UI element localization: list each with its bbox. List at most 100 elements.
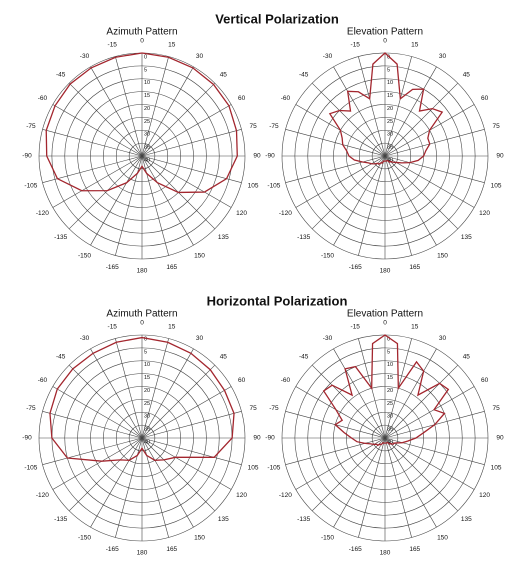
grid-spoke	[384, 155, 412, 256]
radial-label: 40	[387, 157, 393, 163]
angle-label: -135	[54, 516, 67, 523]
grid-spoke	[42, 129, 143, 157]
angle-label: -105	[24, 182, 37, 189]
angle-label: -150	[321, 534, 334, 541]
angle-label: 60	[481, 377, 489, 384]
grid-spoke	[384, 56, 412, 157]
angle-label: -90	[22, 153, 32, 160]
angle-label: -15	[351, 324, 361, 331]
grid-spoke	[384, 437, 437, 528]
angle-label: -30	[323, 335, 333, 342]
angle-label: -45	[56, 353, 66, 360]
angle-label: 105	[248, 182, 259, 189]
angle-label: 30	[439, 335, 447, 342]
grid-spoke	[384, 155, 475, 208]
grid-spoke	[141, 155, 194, 246]
grid-spoke	[90, 437, 143, 528]
angle-label: 90	[496, 153, 504, 160]
grid-spoke	[68, 437, 143, 512]
angle-label: -60	[281, 95, 291, 102]
angle-label: -135	[54, 234, 67, 241]
radial-label: 35	[144, 427, 150, 433]
angle-label: -90	[265, 153, 275, 160]
grid-spoke	[141, 348, 194, 439]
radial-label: 10	[144, 362, 150, 368]
radial-label: 0	[387, 54, 390, 60]
angle-label: 90	[253, 153, 261, 160]
grid-spoke	[68, 155, 143, 230]
chart-title: Elevation Pattern	[347, 27, 423, 38]
angle-label: 165	[166, 264, 177, 271]
grid-spoke	[141, 437, 242, 465]
angle-label: 180	[137, 268, 148, 275]
angle-label: -165	[106, 264, 119, 271]
grid-spoke	[141, 411, 242, 439]
angle-label: 15	[168, 42, 176, 49]
grid-spoke	[115, 56, 143, 157]
grid-spoke	[52, 437, 143, 490]
angle-label: 120	[236, 210, 247, 217]
angle-label: 60	[238, 377, 246, 384]
angle-label: 105	[491, 464, 502, 471]
radial-label: 15	[387, 375, 393, 381]
angle-label: 15	[411, 324, 419, 331]
grid-spoke	[141, 104, 232, 157]
grid-spoke	[42, 437, 143, 465]
grid-spoke	[384, 82, 459, 157]
angle-label: -30	[80, 335, 90, 342]
grid-spoke	[42, 411, 143, 439]
angle-label: -45	[299, 71, 309, 78]
grid-spoke	[42, 155, 143, 183]
angle-label: 135	[461, 516, 472, 523]
angle-label: -105	[267, 464, 280, 471]
chart-title: Azimuth Pattern	[106, 27, 177, 38]
angle-label: -135	[297, 516, 310, 523]
grid-spoke	[384, 155, 485, 183]
grid-spoke	[384, 155, 459, 230]
grid-spoke	[295, 386, 386, 439]
angle-label: -165	[349, 264, 362, 271]
angle-label: 45	[463, 353, 471, 360]
grid-spoke	[358, 437, 386, 538]
angle-label: 45	[220, 353, 228, 360]
radial-label: 25	[387, 401, 393, 407]
angle-label: 60	[481, 95, 489, 102]
angle-label: 180	[380, 268, 391, 275]
grid-spoke	[141, 155, 169, 256]
grid-spoke	[141, 437, 194, 528]
angle-label: -120	[36, 210, 49, 217]
radial-label: 20	[144, 106, 150, 112]
grid-spoke	[384, 437, 475, 490]
grid-spoke	[384, 386, 475, 439]
pattern-line	[328, 52, 444, 165]
radial-label: 30	[144, 132, 150, 138]
angle-label: -105	[24, 464, 37, 471]
radial-label: 40	[387, 439, 393, 445]
grid-spoke	[68, 82, 143, 157]
grid-spoke	[285, 437, 386, 465]
angle-label: -45	[56, 71, 66, 78]
angle-label: -30	[80, 53, 90, 60]
radial-label: 0	[387, 336, 390, 342]
angle-label: 135	[218, 234, 229, 241]
radial-label: 20	[387, 388, 393, 394]
radial-label: 20	[387, 106, 393, 112]
angle-label: 120	[479, 492, 490, 499]
angle-label: 135	[218, 516, 229, 523]
angle-label: -135	[297, 234, 310, 241]
angle-label: -60	[281, 377, 291, 384]
radial-label: 10	[387, 362, 393, 368]
grid-spoke	[295, 155, 386, 208]
radial-label: 5	[387, 349, 390, 355]
pattern-line	[322, 334, 450, 447]
angle-label: -105	[267, 182, 280, 189]
angle-label: 75	[492, 123, 500, 130]
grid-spoke	[141, 437, 216, 512]
radial-label: 15	[387, 93, 393, 99]
grid-spoke	[384, 364, 459, 439]
angle-label: -165	[106, 546, 119, 553]
pattern-line	[45, 52, 238, 194]
angle-label: -15	[108, 324, 118, 331]
grid-spoke	[90, 348, 143, 439]
angle-label: 0	[140, 38, 144, 45]
